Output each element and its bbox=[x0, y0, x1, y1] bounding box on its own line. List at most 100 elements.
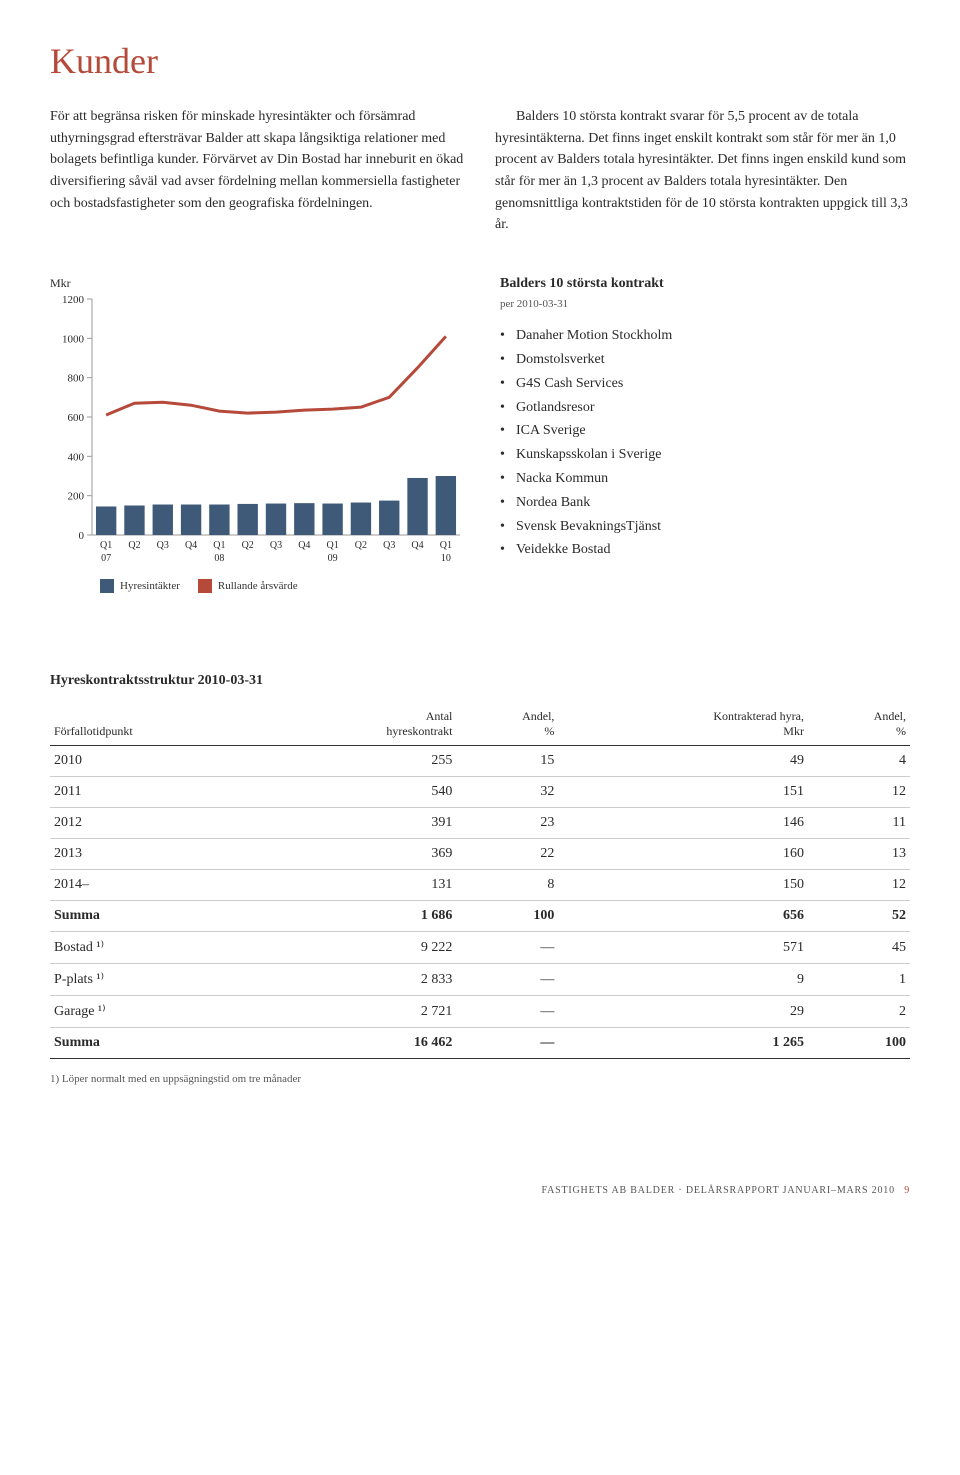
svg-text:Q1: Q1 bbox=[100, 540, 112, 551]
table-cell: 9 bbox=[558, 964, 808, 996]
svg-text:Q2: Q2 bbox=[128, 540, 140, 551]
table-cell: 1 686 bbox=[269, 901, 456, 932]
bar-line-chart: 0 200 400 600 800 1000 1200 Q1 Q2 Q3 Q4 Q1 Q2 Q3 Q4 Q1 Q… bbox=[50, 293, 470, 573]
table-cell: 49 bbox=[558, 746, 808, 777]
contracts-heading: Balders 10 största kontrakt bbox=[500, 276, 910, 292]
svg-text:Q1: Q1 bbox=[213, 540, 225, 551]
svg-text:200: 200 bbox=[68, 491, 85, 503]
list-item: Veidekke Bostad bbox=[500, 538, 910, 562]
intro-left: För att begränsa risken för minskade hyr… bbox=[50, 106, 465, 236]
svg-text:Q3: Q3 bbox=[383, 540, 395, 551]
table-cell: 151 bbox=[558, 777, 808, 808]
chart-legend: HyresintäkterRullande årsvärde bbox=[100, 579, 470, 593]
list-item: Nordea Bank bbox=[500, 491, 910, 515]
svg-text:Q3: Q3 bbox=[270, 540, 282, 551]
table-cell: 540 bbox=[269, 777, 456, 808]
table-header-cell: Förfallotidpunkt bbox=[50, 703, 269, 746]
legend-label: Hyresintäkter bbox=[120, 580, 180, 592]
contracts-date: per 2010-03-31 bbox=[500, 298, 910, 310]
table-cell: 2 bbox=[808, 996, 910, 1028]
table-row: Summa1 68610065652 bbox=[50, 901, 910, 932]
table-cell: Summa bbox=[50, 1028, 269, 1059]
table-cell: 2 721 bbox=[269, 996, 456, 1028]
table-cell: 2013 bbox=[50, 839, 269, 870]
table-cell: Summa bbox=[50, 901, 269, 932]
svg-text:07: 07 bbox=[101, 553, 111, 564]
table-cell: Bostad ¹⁾ bbox=[50, 932, 269, 964]
table-cell: 100 bbox=[808, 1028, 910, 1059]
page-footer: FASTIGHETS AB BALDER · DELÅRSRAPPORT JAN… bbox=[50, 1185, 910, 1196]
table-header-cell: Andel,% bbox=[456, 703, 558, 746]
contracts-list: Danaher Motion StockholmDomstolsverketG4… bbox=[500, 324, 910, 562]
table-cell: P-plats ¹⁾ bbox=[50, 964, 269, 996]
table-title: Hyreskontraktsstruktur 2010-03-31 bbox=[50, 673, 910, 689]
table-cell: 15 bbox=[456, 746, 558, 777]
table-cell: 11 bbox=[808, 808, 910, 839]
table-row: 20133692216013 bbox=[50, 839, 910, 870]
svg-text:1200: 1200 bbox=[62, 294, 85, 306]
contracts-block: Balders 10 största kontrakt per 2010-03-… bbox=[500, 276, 910, 593]
legend-swatch bbox=[100, 579, 114, 593]
table-row: Summa16 462—1 265100 bbox=[50, 1028, 910, 1059]
svg-text:Q4: Q4 bbox=[185, 540, 197, 551]
table-cell: 4 bbox=[808, 746, 910, 777]
svg-text:Q2: Q2 bbox=[242, 540, 254, 551]
svg-text:800: 800 bbox=[68, 373, 85, 385]
table-cell: 2012 bbox=[50, 808, 269, 839]
intro-columns: För att begränsa risken för minskade hyr… bbox=[50, 106, 910, 236]
table-cell: 45 bbox=[808, 932, 910, 964]
table-cell: 1 bbox=[808, 964, 910, 996]
table-cell: 16 462 bbox=[269, 1028, 456, 1059]
table-row: Garage ¹⁾2 721—292 bbox=[50, 996, 910, 1028]
list-item: ICA Sverige bbox=[500, 419, 910, 443]
table-cell: 1 265 bbox=[558, 1028, 808, 1059]
middle-row: Mkr 0 200 400 600 800 1000 1200 Q1 Q2 Q3 Q4 Q1 Q2 Q3 Q… bbox=[50, 276, 910, 593]
intro-right: Balders 10 största kontrakt svarar för 5… bbox=[495, 106, 910, 236]
table-row: 2014–131815012 bbox=[50, 870, 910, 901]
table-cell: 2 833 bbox=[269, 964, 456, 996]
table-cell: 23 bbox=[456, 808, 558, 839]
table-cell: 2014– bbox=[50, 870, 269, 901]
table-cell: — bbox=[456, 1028, 558, 1059]
table-row: 201025515494 bbox=[50, 746, 910, 777]
svg-text:400: 400 bbox=[68, 451, 85, 463]
table-cell: 255 bbox=[269, 746, 456, 777]
svg-text:Q4: Q4 bbox=[411, 540, 423, 551]
table-cell: 146 bbox=[558, 808, 808, 839]
table-cell: 131 bbox=[269, 870, 456, 901]
list-item: G4S Cash Services bbox=[500, 372, 910, 396]
table-cell: Garage ¹⁾ bbox=[50, 996, 269, 1028]
svg-text:Q1: Q1 bbox=[440, 540, 452, 551]
table-cell: 29 bbox=[558, 996, 808, 1028]
chart-unit-label: Mkr bbox=[50, 276, 470, 291]
contracts-table: FörfallotidpunktAntalhyreskontraktAndel,… bbox=[50, 703, 910, 1059]
svg-text:Q1: Q1 bbox=[326, 540, 338, 551]
list-item: Danaher Motion Stockholm bbox=[500, 324, 910, 348]
table-cell: 32 bbox=[456, 777, 558, 808]
table-cell: — bbox=[456, 932, 558, 964]
svg-text:08: 08 bbox=[214, 553, 224, 564]
table-cell: — bbox=[456, 964, 558, 996]
list-item: Kunskapsskolan i Sverige bbox=[500, 443, 910, 467]
list-item: Domstolsverket bbox=[500, 348, 910, 372]
table-cell: 571 bbox=[558, 932, 808, 964]
page-title: Kunder bbox=[50, 40, 910, 82]
svg-text:Q4: Q4 bbox=[298, 540, 310, 551]
table-cell: 8 bbox=[456, 870, 558, 901]
table-row: 20115403215112 bbox=[50, 777, 910, 808]
legend-swatch bbox=[198, 579, 212, 593]
svg-text:1000: 1000 bbox=[62, 333, 85, 345]
table-cell: 52 bbox=[808, 901, 910, 932]
table-cell: 150 bbox=[558, 870, 808, 901]
svg-text:Q3: Q3 bbox=[157, 540, 169, 551]
svg-text:10: 10 bbox=[441, 553, 451, 564]
svg-text:0: 0 bbox=[79, 530, 85, 542]
chart-block: Mkr 0 200 400 600 800 1000 1200 Q1 Q2 Q3 Q4 Q1 Q2 Q3 Q… bbox=[50, 276, 470, 593]
table-row: 20123912314611 bbox=[50, 808, 910, 839]
svg-text:Q2: Q2 bbox=[355, 540, 367, 551]
table-header-cell: Kontrakterad hyra,Mkr bbox=[558, 703, 808, 746]
table-cell: — bbox=[456, 996, 558, 1028]
table-cell: 2011 bbox=[50, 777, 269, 808]
footer-page-number: 9 bbox=[904, 1185, 910, 1196]
svg-text:600: 600 bbox=[68, 412, 85, 424]
